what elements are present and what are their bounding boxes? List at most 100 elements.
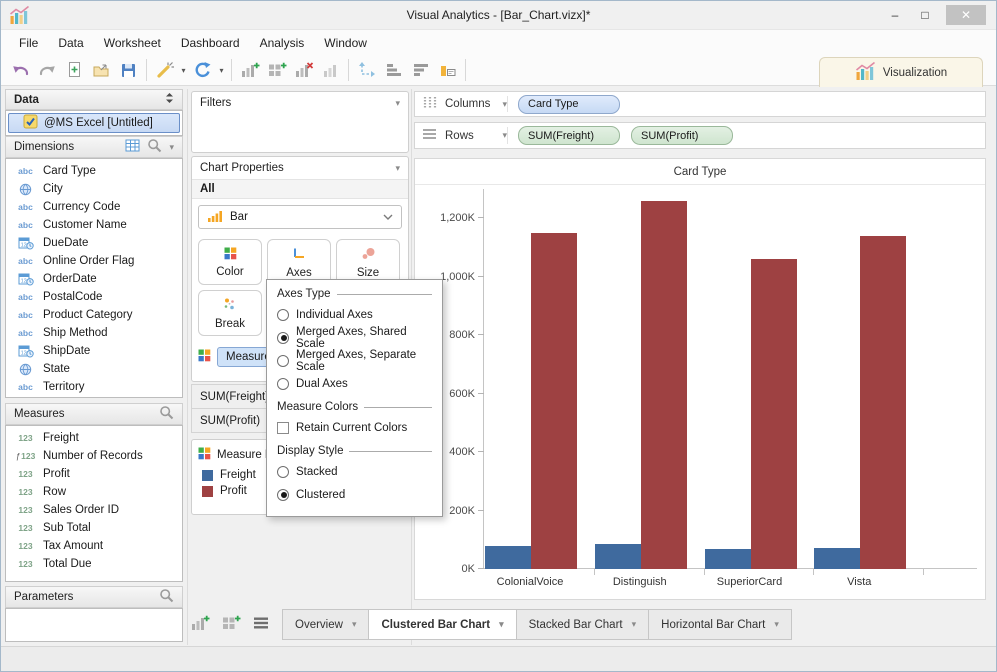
- measure-profit[interactable]: 123 Profit: [6, 465, 182, 483]
- data-source-item[interactable]: @MS Excel [Untitled]: [8, 113, 180, 133]
- dimension-orderdate[interactable]: 12 OrderDate: [6, 270, 182, 288]
- merged-axes-separate-scale-radio[interactable]: Merged Axes, Separate Scale: [277, 349, 432, 373]
- dimension-customer-name[interactable]: abc Customer Name: [6, 216, 182, 234]
- visualization-tab[interactable]: Visualization: [819, 57, 983, 87]
- chevron-down-icon[interactable]: ▾: [351, 619, 357, 629]
- new-worksheet-icon[interactable]: [236, 58, 263, 82]
- measure-freight[interactable]: 123 Freight: [6, 429, 182, 447]
- sort-descending-icon[interactable]: [407, 58, 434, 82]
- refresh-icon[interactable]: [189, 58, 216, 82]
- bar-profit-colonialvoice[interactable]: [531, 232, 577, 569]
- retain-current-colors-checkbox[interactable]: Retain Current Colors: [277, 416, 432, 439]
- dimension-currency-code[interactable]: abc Currency Code: [6, 198, 182, 216]
- dimension-shipdate[interactable]: 12 ShipDate: [6, 342, 182, 360]
- dropdown-caret-icon[interactable]: ▾: [181, 65, 186, 75]
- clustered-radio[interactable]: Clustered: [277, 483, 432, 506]
- break-button[interactable]: Break: [198, 290, 262, 336]
- dimension-city[interactable]: City: [6, 180, 182, 198]
- dimension-duedate[interactable]: 12 DueDate: [6, 234, 182, 252]
- chevron-down-icon[interactable]: ▾: [631, 619, 637, 629]
- duplicate-sheet-icon[interactable]: [317, 58, 344, 82]
- row-pill-sum-profit[interactable]: SUM(Profit): [631, 126, 733, 145]
- chevron-down-icon[interactable]: ▾: [502, 130, 507, 140]
- chart-type-dropdown[interactable]: Bar: [198, 205, 402, 229]
- bar-freight-superiorcard[interactable]: [704, 548, 751, 569]
- open-icon[interactable]: [88, 58, 115, 82]
- chevron-down-icon[interactable]: ▾: [395, 97, 400, 108]
- axes-button[interactable]: Axes: [267, 239, 331, 285]
- chevron-down-icon[interactable]: ▾: [774, 619, 779, 629]
- measure-sub-total[interactable]: 123 Sub Total: [6, 519, 182, 537]
- bar-profit-vista[interactable]: [860, 235, 907, 569]
- radio-icon[interactable]: [277, 488, 289, 501]
- radio-icon[interactable]: [277, 354, 289, 367]
- new-workbook-icon[interactable]: [61, 58, 88, 82]
- maximize-button[interactable]: □: [921, 8, 929, 22]
- bar-freight-colonialvoice[interactable]: [485, 545, 531, 569]
- menu-item-worksheet[interactable]: Worksheet: [103, 35, 161, 50]
- dropdown-caret-icon[interactable]: ▾: [219, 65, 224, 75]
- dimension-territory[interactable]: abc Territory: [6, 378, 182, 396]
- dual-axes-radio[interactable]: Dual Axes: [277, 372, 432, 395]
- measure-row[interactable]: 123 Row: [6, 483, 182, 501]
- show-labels-icon[interactable]: [434, 58, 461, 82]
- data-source-icon[interactable]: [151, 58, 178, 82]
- measure-total-due[interactable]: 123 Total Due: [6, 555, 182, 573]
- bar-profit-superiorcard[interactable]: [750, 259, 797, 569]
- search-icon[interactable]: [159, 588, 174, 606]
- new-dashboard-icon[interactable]: [221, 614, 241, 635]
- bar-freight-vista[interactable]: [814, 547, 861, 569]
- merged-axes-shared-scale-radio[interactable]: Merged Axes, Shared Scale: [277, 326, 432, 350]
- undo-icon[interactable]: [7, 58, 34, 82]
- sort-ascending-icon[interactable]: [380, 58, 407, 82]
- dimension-state[interactable]: State: [6, 360, 182, 378]
- save-icon[interactable]: [115, 58, 142, 82]
- sheet-tab-overview[interactable]: Overview ▾: [282, 609, 370, 640]
- radio-icon[interactable]: [277, 377, 289, 390]
- sheet-tab-horizontal-bar-chart[interactable]: Horizontal Bar Chart ▾: [649, 609, 792, 640]
- table-icon[interactable]: [125, 139, 140, 155]
- stacked-radio[interactable]: Stacked: [277, 460, 432, 483]
- search-icon[interactable]: [147, 138, 162, 156]
- delete-sheet-icon[interactable]: [290, 58, 317, 82]
- dimension-ship-method[interactable]: abc Ship Method: [6, 324, 182, 342]
- dimension-product-category[interactable]: abc Product Category: [6, 306, 182, 324]
- size-button[interactable]: Size: [336, 239, 400, 285]
- sort-updown-icon[interactable]: [165, 92, 174, 107]
- menu-item-file[interactable]: File: [19, 35, 39, 50]
- menu-item-dashboard[interactable]: Dashboard: [180, 35, 240, 50]
- dimension-postalcode[interactable]: abc PostalCode: [6, 288, 182, 306]
- chevron-down-icon[interactable]: ▾: [499, 619, 504, 629]
- swap-axes-icon[interactable]: [353, 58, 380, 82]
- search-icon[interactable]: [159, 405, 174, 423]
- column-pill-card-type[interactable]: Card Type: [518, 94, 620, 114]
- individual-axes-radio[interactable]: Individual Axes: [277, 303, 432, 326]
- rows-shelf[interactable]: Rows ▾ SUM(Freight) SUM(Profit): [414, 122, 986, 149]
- measure-sales-order-id[interactable]: 123 Sales Order ID: [6, 501, 182, 519]
- sheet-tab-stacked-bar-chart[interactable]: Stacked Bar Chart ▾: [516, 609, 650, 640]
- menu-item-analysis[interactable]: Analysis: [259, 35, 305, 50]
- menu-item-data[interactable]: Data: [58, 35, 84, 50]
- chevron-down-icon[interactable]: ▾: [395, 162, 400, 173]
- measure-number-of-records[interactable]: ƒ 123 Number of Records: [6, 447, 182, 465]
- plot-area[interactable]: 0K 200K 400K 600K 800K 1,000K 1,200K ColonialVo…: [440, 189, 924, 588]
- chevron-down-icon[interactable]: ▾: [169, 141, 174, 152]
- checkbox-icon[interactable]: [277, 421, 289, 434]
- close-button[interactable]: ✕: [946, 5, 986, 25]
- new-dashboard-icon[interactable]: [263, 58, 290, 82]
- measure-tax-amount[interactable]: 123 Tax Amount: [6, 537, 182, 555]
- redo-icon[interactable]: [34, 58, 61, 82]
- radio-icon[interactable]: [277, 465, 289, 478]
- radio-icon[interactable]: [277, 308, 289, 321]
- dimension-online-order-flag[interactable]: abc Online Order Flag: [6, 252, 182, 270]
- columns-shelf[interactable]: Columns ▾ Card Type: [414, 91, 986, 117]
- sheet-tab-clustered-bar-chart[interactable]: Clustered Bar Chart ▾: [369, 609, 517, 640]
- row-pill-sum-freight[interactable]: SUM(Freight): [518, 126, 620, 145]
- color-button[interactable]: Color: [198, 239, 262, 285]
- dimension-card-type[interactable]: abc Card Type: [6, 162, 182, 180]
- menu-item-window[interactable]: Window: [324, 35, 367, 50]
- sheet-list-icon[interactable]: [252, 615, 270, 634]
- new-worksheet-icon[interactable]: [190, 614, 210, 635]
- radio-icon[interactable]: [277, 331, 289, 344]
- bar-freight-distinguish[interactable]: [594, 544, 641, 569]
